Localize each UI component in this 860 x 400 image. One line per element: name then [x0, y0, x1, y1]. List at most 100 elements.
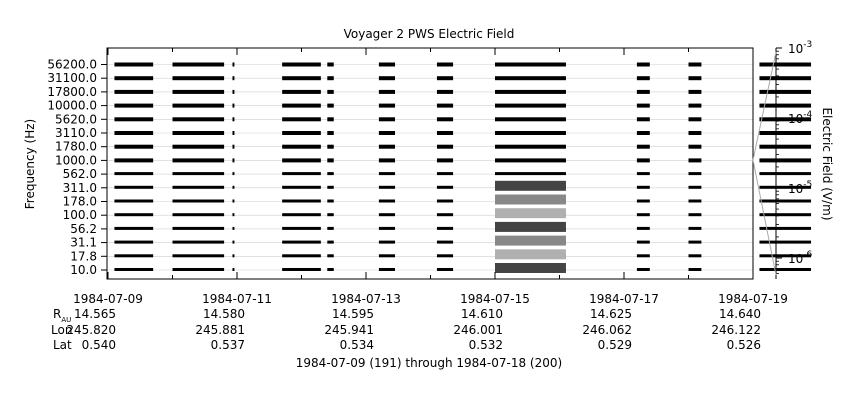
plot-frame: [106, 47, 754, 280]
spectrum-segment: [636, 131, 650, 135]
lon-value: 246.122: [711, 323, 761, 337]
spectrum-segment: [688, 131, 702, 135]
spectrum-segment: [759, 172, 812, 176]
colorbar-tick-label: 10-3: [788, 40, 812, 56]
spectrum-segment: [436, 172, 454, 176]
spectrum-segment: [232, 254, 235, 258]
spectrum-segment: [172, 117, 225, 122]
r-au-value: 14.595: [332, 307, 374, 321]
spectrum-segment: [232, 117, 235, 122]
spectrum-segment: [759, 185, 812, 189]
intensity-burst: [495, 180, 566, 191]
spectrum-segment: [282, 185, 321, 189]
spectrum-segment: [759, 103, 812, 108]
y-tick-label: 10.0: [70, 263, 97, 277]
spectrum-segment: [282, 254, 321, 258]
y-tick-label: 3110.0: [55, 126, 97, 140]
y-tick-label: 1780.0: [55, 140, 97, 154]
spectrum-segment: [688, 158, 702, 163]
x-tick-label: 1984-07-13: [331, 292, 401, 306]
spectrum-segment: [636, 213, 650, 217]
spectrum-segment: [172, 240, 225, 244]
spectrum-segment: [378, 76, 396, 81]
spectrum-segment: [688, 185, 702, 189]
spectrum-segment: [172, 144, 225, 149]
spectrum-segment: [282, 158, 321, 163]
spectrum-segment: [327, 199, 334, 203]
spectrum-segment: [378, 89, 396, 94]
spectrum-segment: [327, 158, 334, 163]
spectrum-segment: [232, 144, 235, 149]
r-au-row-label: RAU: [53, 307, 71, 324]
spectrum-segment: [636, 144, 650, 149]
colorbar-tick-label: 10-4: [788, 110, 813, 126]
spectrum-segment: [759, 76, 812, 81]
y-axis-label: Frequency (Hz): [23, 119, 37, 210]
spectrum-segment: [282, 117, 321, 122]
r-au-value: 14.640: [719, 307, 761, 321]
spectrum-segment: [327, 103, 334, 108]
spectrum-segment: [327, 89, 334, 94]
spectrum-segment: [495, 131, 566, 135]
ephemeris-values: 14.565 14.580 14.595 14.610 14.625 14.640 245.…: [66, 307, 761, 352]
spectrum-segment: [378, 117, 396, 122]
y-tick-label: 10000.0: [47, 99, 97, 113]
spectrum-segment: [436, 131, 454, 135]
spectrum-segment: [378, 144, 396, 149]
spectrum-segment: [282, 144, 321, 149]
spectrum-segment: [114, 240, 154, 244]
colorbar-connector-line: [752, 159, 777, 276]
spectrum-segment: [327, 172, 334, 176]
spectrum-segment: [436, 76, 454, 81]
spectrum-segment: [232, 103, 235, 108]
spectrum-segment: [759, 213, 812, 217]
spectrum-segment: [495, 144, 566, 149]
spectrum-segment: [327, 213, 334, 217]
spectrum-segment: [436, 240, 454, 244]
spectrum-segment: [327, 185, 334, 189]
spectrum-segment: [232, 158, 235, 163]
spectrum-segment: [282, 62, 321, 67]
spectrum-segment: [759, 254, 812, 258]
spectrum-segment: [114, 268, 154, 271]
spectrum-segment: [232, 172, 235, 176]
lat-value: 0.526: [727, 338, 761, 352]
spectrum-segment: [688, 172, 702, 176]
spectrum-segment: [114, 226, 154, 230]
spectrum-segment: [636, 226, 650, 230]
spectrum-segment: [436, 199, 454, 203]
y-tick-label: 100.0: [63, 208, 97, 222]
spectrum-segment: [636, 185, 650, 189]
colorbar-connector-line: [752, 51, 777, 161]
y-tick-label: 178.0: [63, 195, 97, 209]
spectrum-segment: [114, 117, 154, 122]
lon-value: 246.062: [582, 323, 632, 337]
spectrum-segment: [378, 131, 396, 135]
intensity-burst: [495, 263, 566, 273]
spectrum-segment: [114, 103, 154, 108]
colorbar-tick-label: 10-5: [788, 180, 812, 196]
spectrum-segment: [759, 268, 812, 271]
spectrum-segment: [282, 213, 321, 217]
intensity-burst: [495, 249, 566, 260]
x-tick-label: 1984-07-09: [73, 292, 143, 306]
spectrum-segment: [636, 89, 650, 94]
spectrum-segment: [636, 254, 650, 258]
spectrum-segment: [282, 240, 321, 244]
spectrum-segment: [495, 89, 566, 94]
spectrum-segment: [114, 62, 154, 67]
spectrum-segment: [436, 62, 454, 67]
spectrum-segment: [636, 158, 650, 163]
spectrum-segment: [232, 226, 235, 230]
spectrum-segment: [378, 103, 396, 108]
spectrum-segment: [232, 199, 235, 203]
r-au-value: 14.625: [590, 307, 632, 321]
spectrum-segment: [327, 254, 334, 258]
spectrum-segment: [636, 268, 650, 271]
spectrum-segment: [172, 199, 225, 203]
spectrum-segment: [495, 62, 566, 67]
x-tick-label: 1984-07-11: [202, 292, 272, 306]
spectrum-segment: [232, 62, 235, 67]
spectrum-segment: [172, 76, 225, 81]
y-tick-label: 17.8: [70, 249, 97, 263]
